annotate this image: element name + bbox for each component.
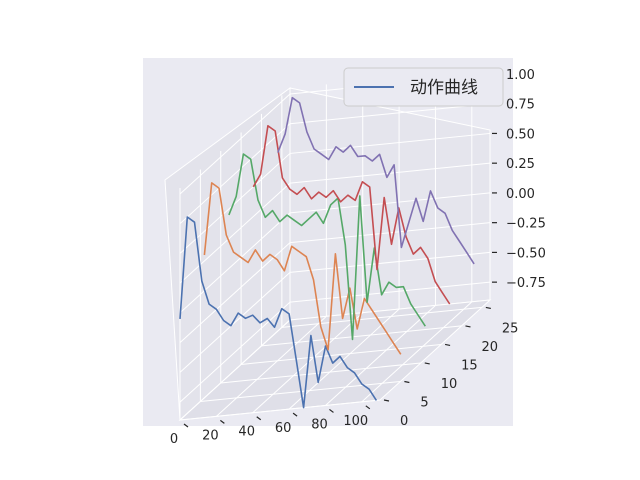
grid-line — [289, 281, 491, 303]
series-line-1 — [179, 216, 378, 409]
legend: 动作曲线 — [343, 67, 504, 107]
series-line-2 — [203, 182, 402, 355]
tick-labels: 0 20 40 60 80 100 0510152025−0.75−0.50−0.250.0… — [170, 68, 546, 447]
series-line-3 — [228, 153, 426, 341]
grid-line — [241, 343, 442, 365]
axis-tick — [256, 416, 262, 421]
x-tick-label: 100 — [343, 414, 368, 429]
grid-line — [179, 242, 291, 344]
legend-label: 动作曲线 — [410, 78, 478, 98]
y-tick-label: 25 — [502, 321, 519, 336]
y-tick-label: 0 — [400, 414, 408, 429]
z-tick-label: −0.25 — [506, 217, 546, 232]
grid-line — [179, 93, 291, 195]
z-tick-label: −0.75 — [506, 276, 546, 291]
grid-line — [288, 308, 400, 410]
grid-lines — [179, 69, 491, 421]
series-line-4 — [252, 125, 451, 305]
x-tick-label: 60 — [275, 421, 292, 436]
grid-line — [179, 212, 291, 314]
z-tick-label: 1.00 — [506, 68, 535, 83]
grid-line — [281, 306, 482, 328]
z-tick-label: 0.50 — [506, 127, 535, 142]
z-tick-label: 0.00 — [506, 187, 535, 202]
grid-line — [289, 251, 491, 273]
axis-tick — [444, 343, 451, 347]
z-tick-label: −0.50 — [506, 246, 546, 261]
axis-tick — [183, 423, 189, 428]
grid-line — [261, 325, 462, 347]
y-tick-label: 15 — [461, 358, 478, 373]
series-line-5 — [277, 96, 475, 265]
axis-tick — [404, 380, 410, 384]
axis-tick — [329, 408, 334, 413]
x-tick-label: 20 — [202, 428, 219, 443]
axis-tick — [383, 399, 390, 402]
grid-line — [325, 305, 436, 406]
series-lines — [179, 96, 475, 409]
grid-line — [216, 315, 327, 417]
y-tick-label: 5 — [420, 396, 428, 411]
y-tick-label: 10 — [441, 377, 458, 392]
x-tick-label: 40 — [238, 425, 255, 440]
axis-tick — [292, 412, 298, 417]
z-tick-label: 0.75 — [506, 98, 535, 113]
x-tick-label: 0 — [170, 432, 178, 447]
grid-line — [289, 132, 491, 154]
grid-line — [179, 182, 291, 284]
grid-line — [361, 301, 473, 403]
axis-tick — [220, 419, 225, 424]
grid-line — [289, 103, 491, 125]
axis-tick — [465, 325, 471, 328]
grid-line — [179, 399, 381, 421]
legend-box — [343, 67, 504, 107]
x-tick-label: 80 — [311, 418, 328, 433]
grid-line — [179, 301, 291, 403]
grid-line — [179, 153, 291, 254]
axis-tick — [485, 306, 491, 309]
y-tick-label: 20 — [482, 340, 499, 355]
axis-tick — [424, 362, 430, 365]
grid-line — [289, 192, 491, 214]
axis-tick — [365, 405, 371, 410]
grid-line — [179, 272, 291, 373]
grid-line — [179, 319, 291, 421]
z-tick-label: 0.25 — [506, 157, 535, 172]
grid-line — [179, 123, 291, 225]
